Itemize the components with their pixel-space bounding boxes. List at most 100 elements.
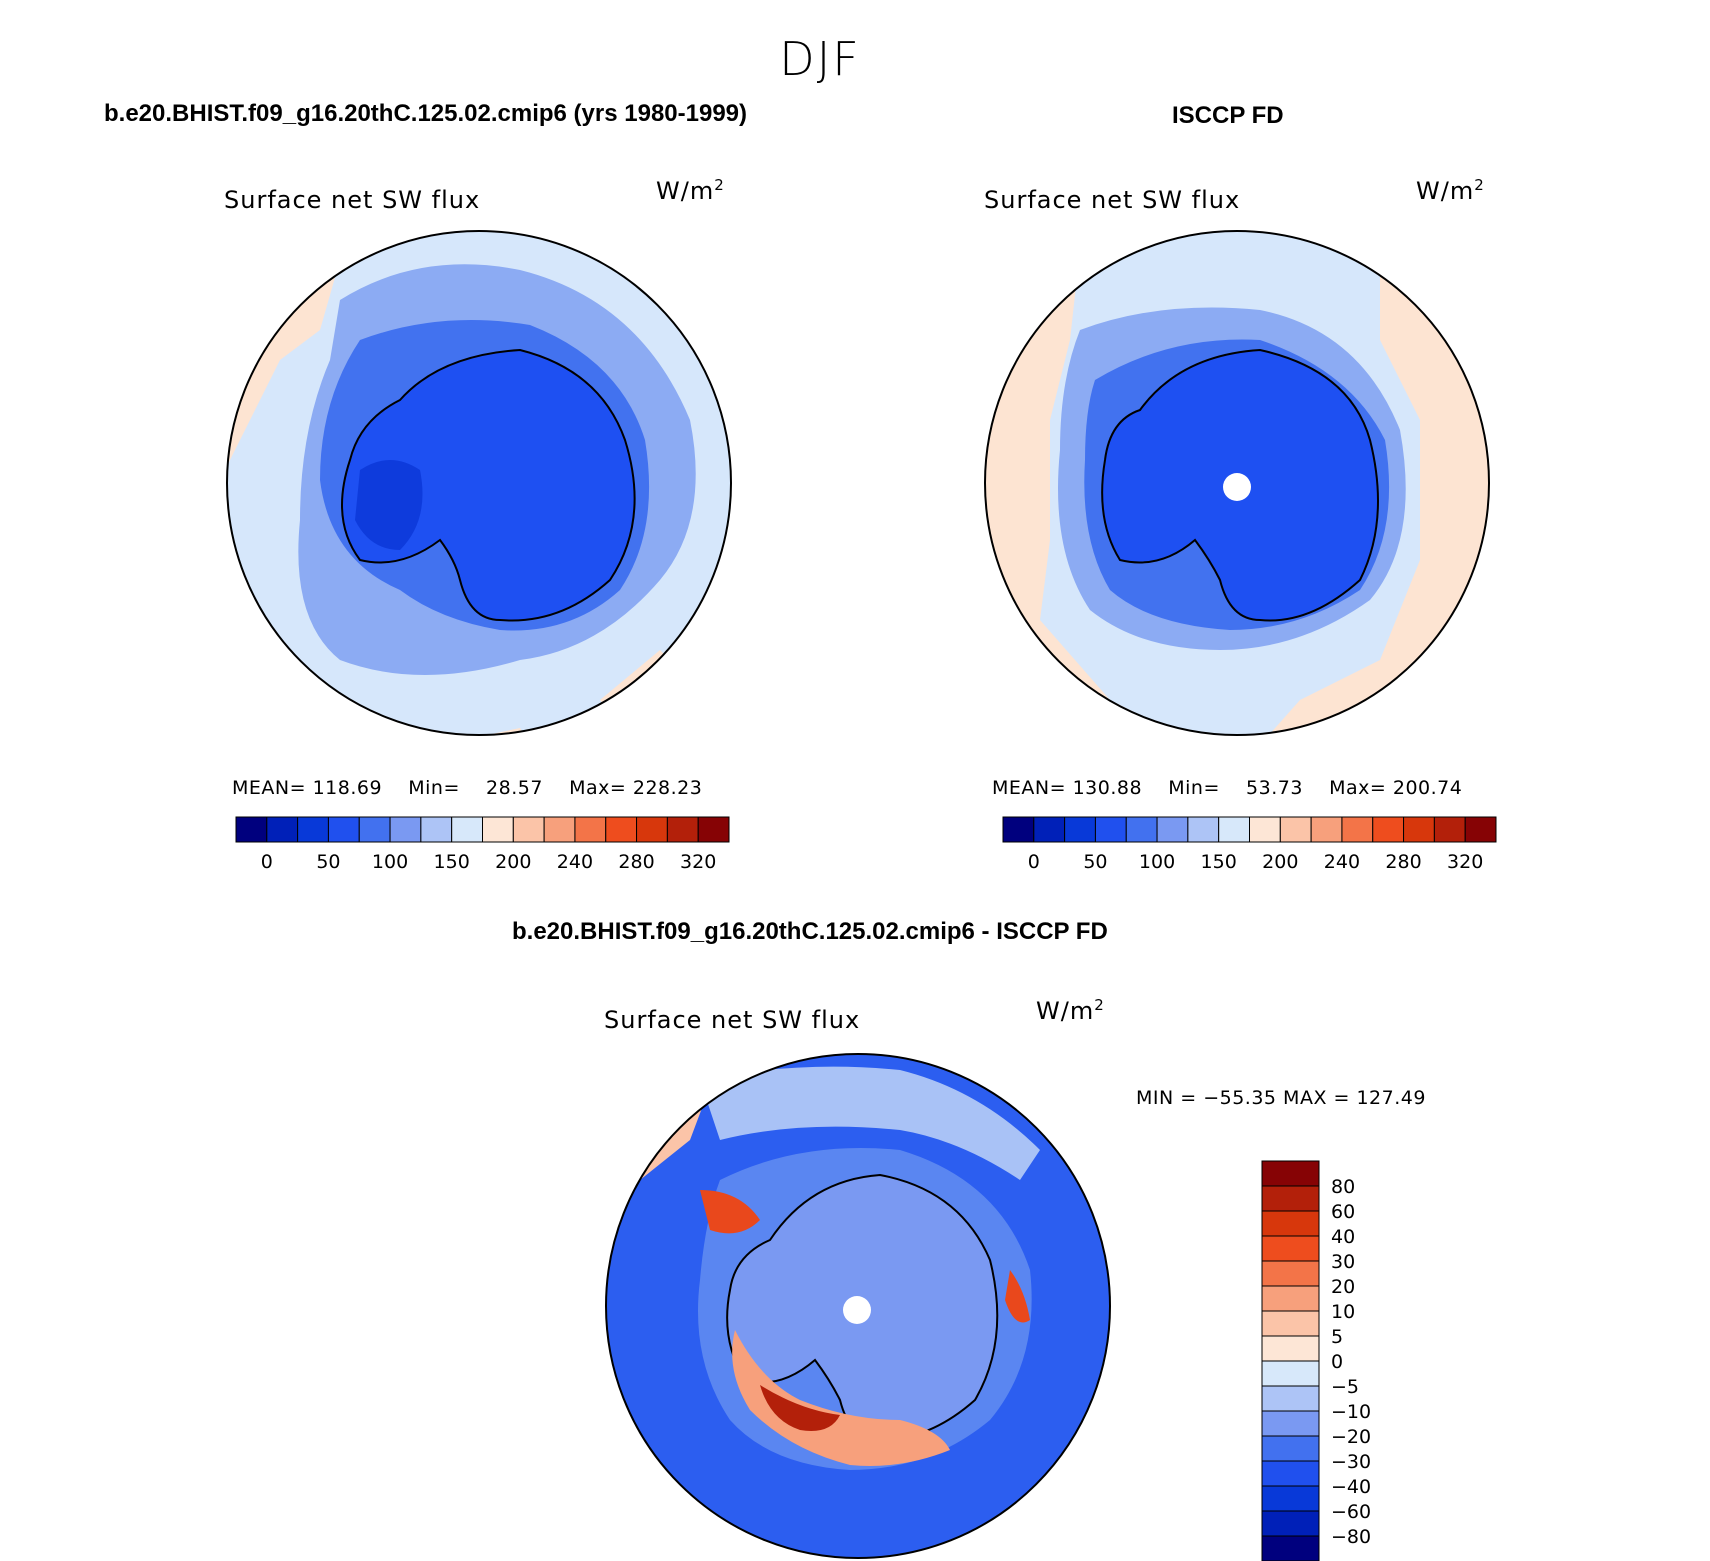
panel3-colorbar-tick-label: −30 — [1331, 1451, 1371, 1473]
panel1-stats: MEAN= 118.69 Min= 28.57 Max= 228.23 — [232, 777, 702, 799]
panel2-min: 53.73 — [1246, 777, 1303, 799]
panel3-colorbar-swatch-11 — [1261, 1435, 1320, 1462]
panel1-colorbar-swatch-13 — [636, 816, 668, 843]
panel2-units-exp: 2 — [1474, 176, 1485, 194]
panel3-colorbar-tick-label: −80 — [1331, 1526, 1371, 1548]
panel1-colorbar-tick-label: 280 — [618, 851, 654, 873]
panel1-colorbar-swatch-9 — [512, 816, 545, 843]
panel1-colorbar-swatch-14 — [666, 816, 699, 843]
panel2-stats: MEAN= 130.88 Min= 53.73 Max= 200.74 — [992, 777, 1462, 799]
panel3-variable: Surface net SW flux — [604, 1006, 861, 1034]
panel1-colorbar: 0 50 100 150 200 240 280 320 — [235, 816, 730, 873]
panel3-colorbar-tick-label: 5 — [1331, 1326, 1343, 1348]
panel1-ice-dark — [355, 460, 423, 550]
panel2-colorbar-swatch-13 — [1403, 816, 1435, 843]
panel2-colorbar-swatch-14 — [1433, 816, 1466, 843]
panel3-colorbar-tick-label: −5 — [1331, 1376, 1359, 1398]
panel1-min-label: Min= — [408, 777, 460, 799]
panel1-colorbar-swatch-8 — [482, 816, 514, 843]
panel1-colorbar-swatch-4 — [358, 816, 391, 843]
panel1-max: 228.23 — [632, 777, 703, 799]
panel3-title: b.e20.BHIST.f09_g16.20thC.125.02.cmip6 -… — [512, 918, 1108, 945]
panel1-mean-label: MEAN= — [232, 777, 307, 799]
panel1-colorbar-tick-label: 240 — [557, 851, 593, 873]
panel3-colorbar-swatch-13 — [1261, 1485, 1320, 1512]
panel2-colorbar-swatch-1 — [1033, 816, 1066, 843]
panel2-colorbar-tick-label: 100 — [1139, 851, 1175, 873]
panel1-colorbar-swatch-15 — [697, 816, 730, 843]
panel1-colorbar-swatch-11 — [574, 816, 607, 843]
panel3-pole-hole — [843, 1296, 871, 1324]
panel3-colorbar-swatch-3 — [1261, 1235, 1320, 1262]
panel3-colorbar-swatch-12 — [1261, 1460, 1320, 1487]
panel2-colorbar-tick-label: 50 — [1083, 851, 1107, 873]
panel2-colorbar-swatch-0 — [1002, 816, 1035, 843]
panel3-minmax: MIN = −55.35 MAX = 127.49 — [1136, 1087, 1426, 1109]
panel3-red-nw — [700, 1190, 760, 1234]
panel1-colorbar-swatch-2 — [297, 816, 329, 843]
panel3-colorbar-tick-label: 80 — [1331, 1176, 1355, 1198]
panel3-colorbar-tick-label: −40 — [1331, 1476, 1371, 1498]
panel2-max: 200.74 — [1392, 777, 1463, 799]
panel3-colorbar-tick-label: −20 — [1331, 1426, 1371, 1448]
panel2-colorbar-tick-label: 280 — [1385, 851, 1421, 873]
panel2-pole-hole — [1223, 473, 1251, 501]
panel1-colorbar-tick-label: 200 — [495, 851, 531, 873]
panel1-colorbar-tick-label: 100 — [372, 851, 408, 873]
panel1-colorbar-tick-label: 320 — [680, 851, 716, 873]
panel1-colorbar-swatch-10 — [543, 816, 576, 843]
panel2-warm-west — [985, 250, 1200, 735]
panel3-colorbar-tick-label: 30 — [1331, 1251, 1355, 1273]
panel1-map-border — [226, 230, 732, 736]
panel3-colorbar-tick-label: 20 — [1331, 1276, 1355, 1298]
panel3-colorbar-swatch-6 — [1261, 1310, 1320, 1337]
panel3-units: W/m2 — [1036, 996, 1105, 1025]
panel1-colorbar-swatch-1 — [266, 816, 299, 843]
panel1-ice-sheet — [341, 348, 636, 622]
panel2-mean-label: MEAN= — [992, 777, 1067, 799]
panel2-title: ISCCP FD — [1172, 102, 1284, 129]
panel3-colorbar-swatch-5 — [1261, 1285, 1320, 1312]
panel1-variable: Surface net SW flux — [224, 186, 481, 214]
panel3-units-base: W/m — [1036, 997, 1095, 1025]
panel1-colorbar-swatch-0 — [235, 816, 268, 843]
panel2-colorbar-tick-label: 200 — [1262, 851, 1298, 873]
panel2-map-border — [984, 230, 1490, 736]
panel1-mean: 118.69 — [312, 777, 383, 799]
panel2-colorbar-swatch-5 — [1156, 816, 1189, 843]
panel3-red-ross — [732, 1330, 950, 1466]
panel1-colorbar-swatch-7 — [451, 816, 483, 843]
panel2-units-base: W/m — [1416, 177, 1475, 205]
panel3-map — [606, 1054, 1110, 1558]
panel3-light-band-n — [700, 1066, 1040, 1180]
panel2-colorbar-tick-label: 320 — [1447, 851, 1483, 873]
panel2-colorbar-swatch-2 — [1064, 816, 1096, 843]
panel3-units-exp: 2 — [1094, 996, 1105, 1014]
panel2-colorbar-swatch-3 — [1094, 816, 1127, 843]
panel3-colorbar: 80 60 40 30 20 10 5 0 −5 −10 −20 −30 −40 −60 −80 — [1261, 1160, 1371, 1561]
panel3-colorbar-swatch-1 — [1261, 1185, 1320, 1212]
panel2-map — [985, 231, 1489, 735]
panel2-colorbar-tick-label: 150 — [1201, 851, 1237, 873]
panel1-map — [227, 231, 731, 735]
panel2-colorbar-swatch-9 — [1279, 816, 1312, 843]
panel1-colorbar-swatch-12 — [605, 816, 638, 843]
panel1-colorbar-tick-label: 150 — [434, 851, 470, 873]
panel1-max-label: Max= — [569, 777, 627, 799]
panel3-colorbar-swatch-0 — [1261, 1160, 1320, 1187]
panel2-colorbar-swatch-4 — [1125, 816, 1158, 843]
panel2-colorbar-swatch-8 — [1249, 816, 1281, 843]
panel3-colorbar-swatch-14 — [1261, 1510, 1320, 1537]
panel3-colorbar-tick-label: 0 — [1331, 1351, 1343, 1373]
panel3-colorbar-swatch-9 — [1261, 1385, 1320, 1412]
panel1-units: W/m2 — [656, 176, 725, 205]
panel1-colorbar-swatch-5 — [389, 816, 422, 843]
panel3-colorbar-swatch-2 — [1261, 1210, 1320, 1237]
panel3-colorbar-swatch-8 — [1261, 1360, 1320, 1387]
panel2-colorbar-swatch-11 — [1341, 816, 1374, 843]
panel1-min: 28.57 — [486, 777, 543, 799]
panel1-colorbar-tick-label: 0 — [261, 851, 273, 873]
panel3-colorbar-tick-label: −10 — [1331, 1401, 1371, 1423]
panel2-variable: Surface net SW flux — [984, 186, 1241, 214]
